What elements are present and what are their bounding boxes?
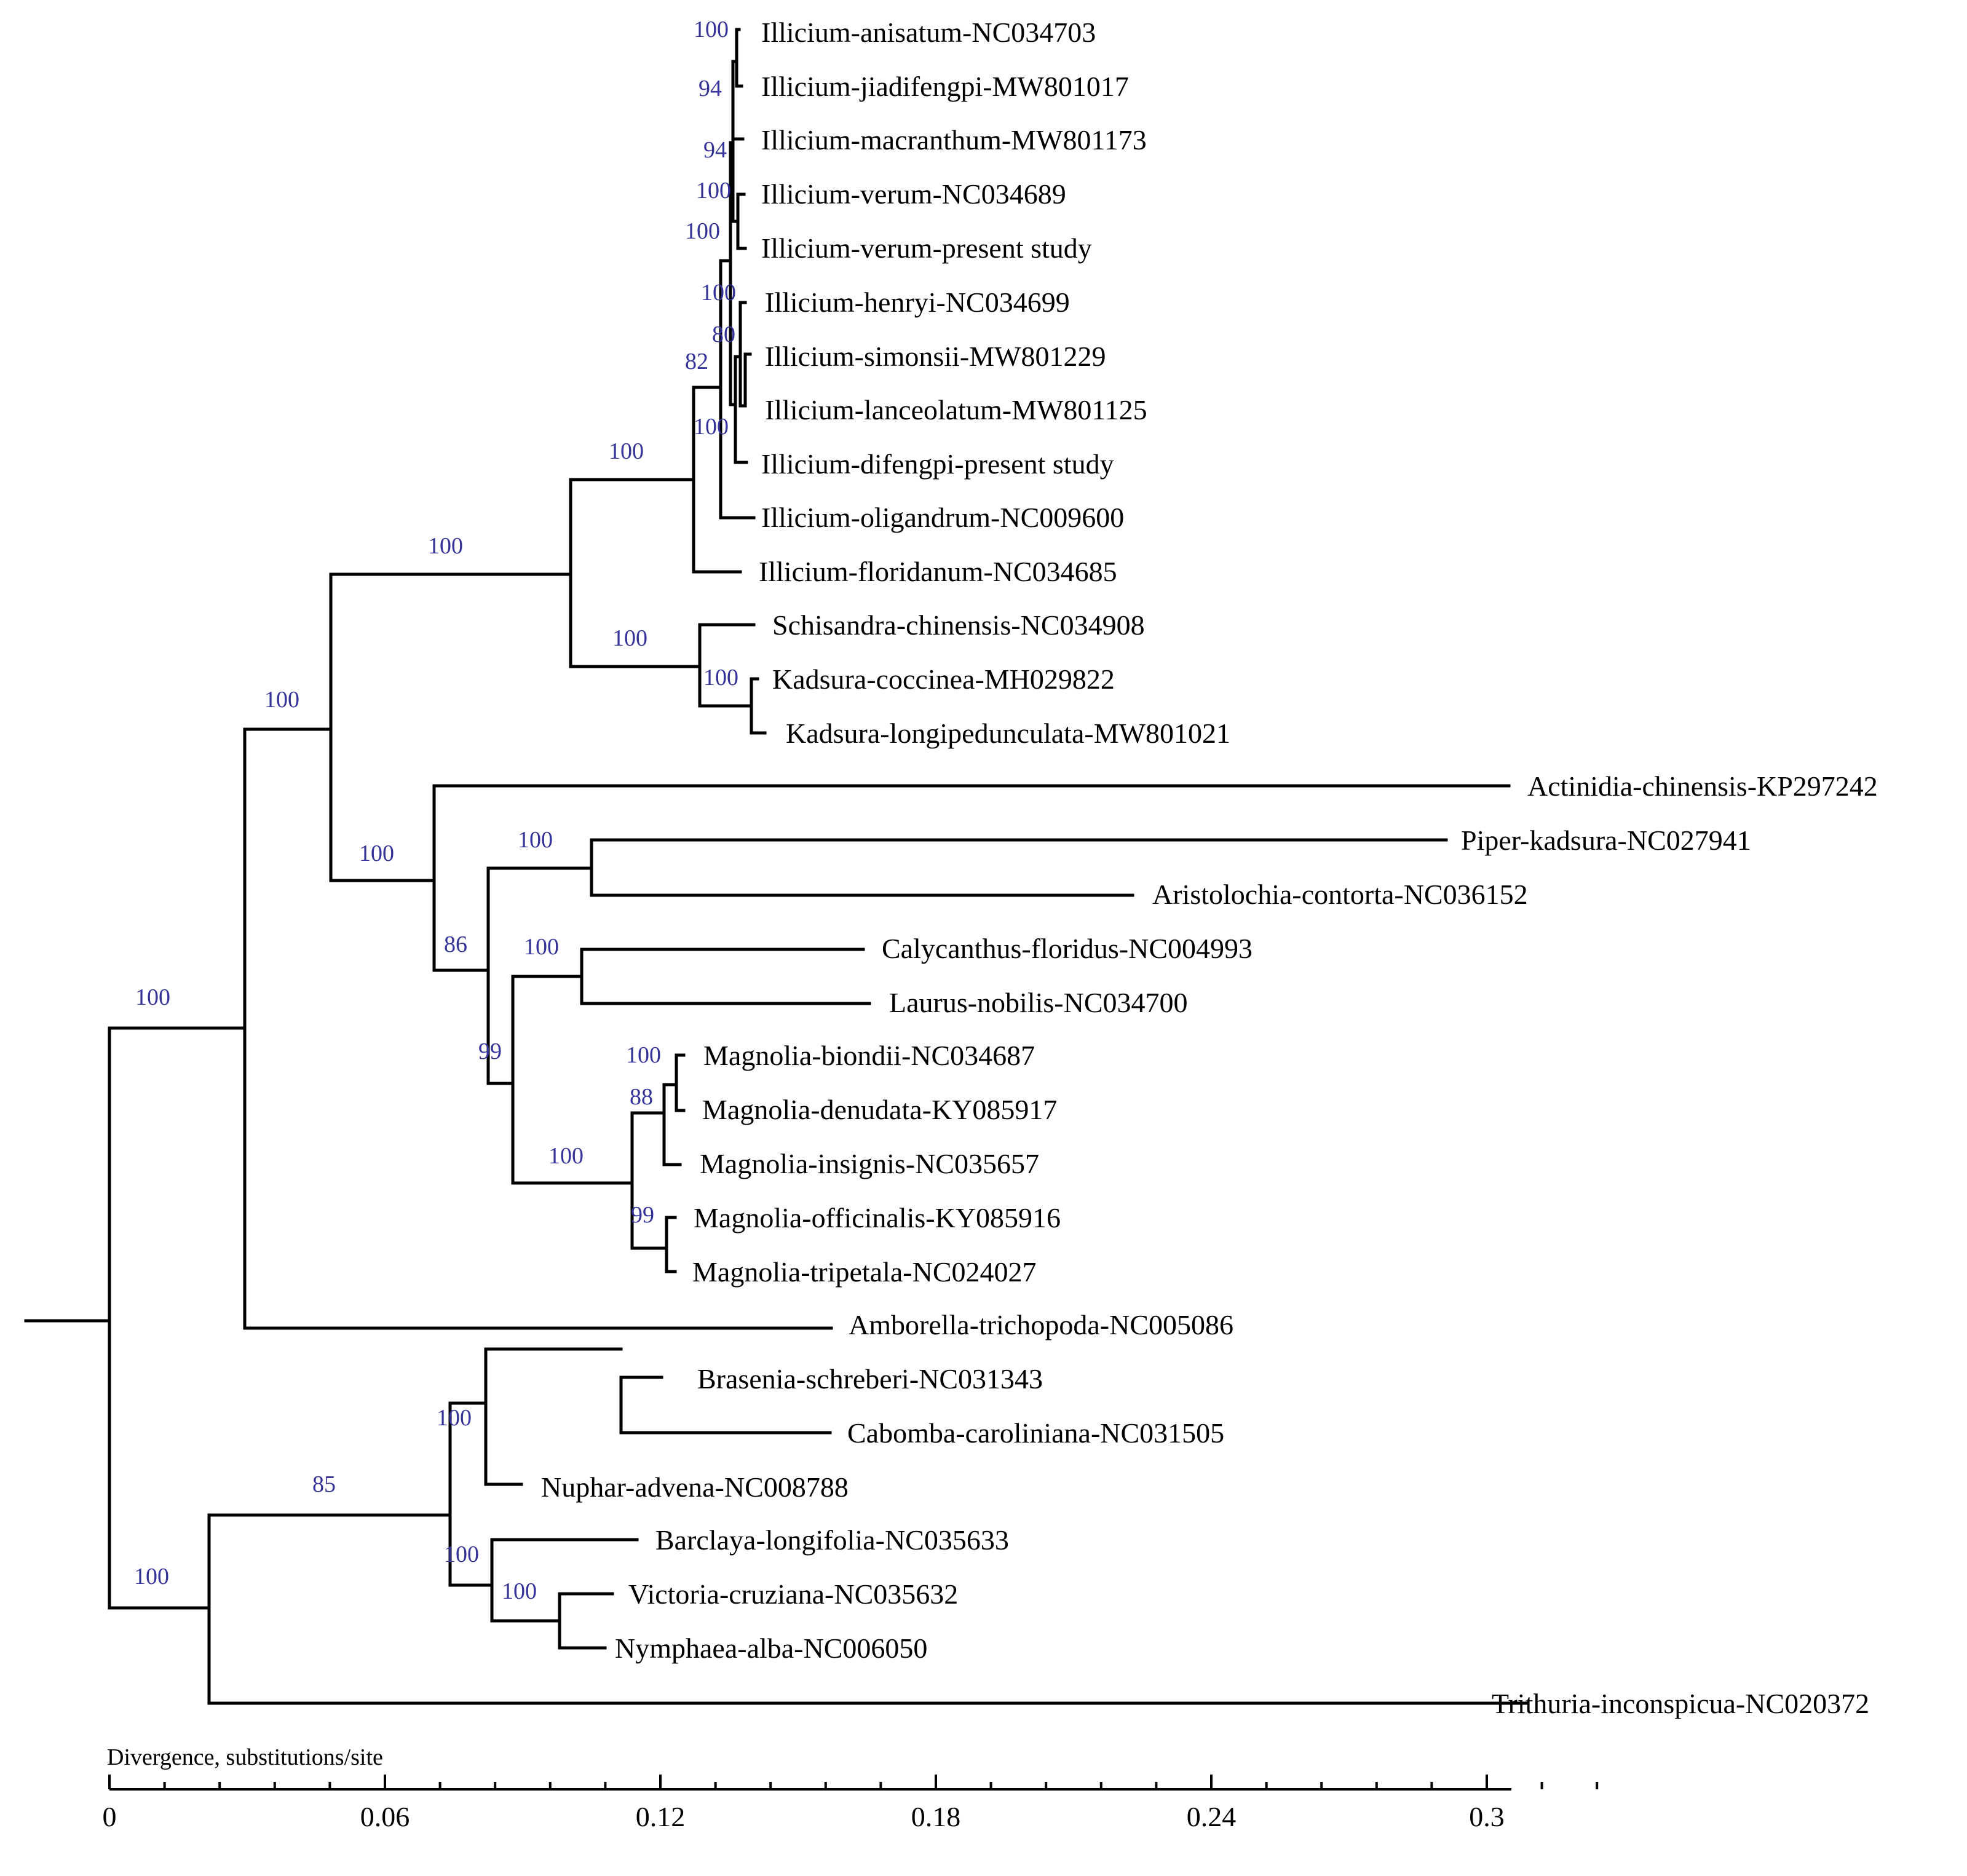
bootstrap-value: 94 — [703, 137, 727, 163]
tip-label: Schisandra-chinensis-NC034908 — [772, 609, 1145, 641]
bootstrap-value: 100 — [264, 687, 299, 713]
tip-label: Trithuria-inconspicua-NC020372 — [1492, 1688, 1869, 1719]
tip-label: Illicium-anisatum-NC034703 — [761, 17, 1096, 48]
bootstrap-value: 100 — [685, 218, 720, 244]
bootstrap-value: 100 — [518, 827, 553, 853]
axis-tick-label: 0.24 — [1187, 1801, 1237, 1832]
axis-title: Divergence, substitutions/site — [107, 1744, 383, 1770]
tip-label: Illicium-macranthum-MW801173 — [761, 124, 1147, 156]
bootstrap-value: 100 — [612, 625, 647, 651]
bootstrap-value: 80 — [712, 322, 735, 347]
tip-label: Kadsura-longipedunculata-MW801021 — [786, 718, 1230, 749]
bootstrap-value: 99 — [478, 1039, 502, 1064]
bootstrap-value: 100 — [444, 1542, 479, 1567]
tip-label: Illicium-verum-NC034689 — [761, 178, 1066, 210]
tip-label: Illicium-simonsii-MW801229 — [765, 341, 1106, 372]
axis-minor-ticks — [163, 1782, 1599, 1789]
bootstrap-value: 100 — [524, 934, 559, 960]
bootstrap-value: 88 — [630, 1084, 653, 1110]
tip-label: Laurus-nobilis-NC034700 — [889, 987, 1188, 1018]
tip-label: Amborella-trichopoda-NC005086 — [849, 1309, 1233, 1340]
divergence-axis: Divergence, substitutions/site 0 0.06 0.… — [103, 1744, 1599, 1832]
tip-label: Magnolia-officinalis-KY085916 — [694, 1202, 1061, 1233]
tip-label: Illicium-floridanum-NC034685 — [759, 556, 1117, 587]
tip-label: Magnolia-denudata-KY085917 — [702, 1094, 1057, 1125]
tip-label: Nuphar-advena-NC008788 — [541, 1471, 849, 1503]
bootstrap-value: 100 — [694, 17, 729, 42]
tip-label: Kadsura-coccinea-MH029822 — [772, 663, 1115, 695]
tip-label: Victoria-cruziana-NC035632 — [628, 1578, 958, 1610]
tip-label: Magnolia-biondii-NC034687 — [703, 1040, 1035, 1071]
tip-label: Illicium-difengpi-present study — [761, 448, 1114, 480]
bootstrap-value: 85 — [312, 1471, 336, 1497]
axis-tick-label: 0.18 — [911, 1801, 961, 1832]
bootstrap-value: 94 — [699, 76, 722, 101]
bootstrap-value: 100 — [696, 178, 731, 204]
tip-label: Nymphaea-alba-NC006050 — [615, 1633, 927, 1664]
tip-label: Magnolia-insignis-NC035657 — [700, 1148, 1039, 1179]
bootstrap-value: 100 — [694, 414, 729, 440]
tip-label: Magnolia-tripetala-NC024027 — [692, 1256, 1037, 1288]
axis-tick-label: 0.06 — [360, 1801, 410, 1832]
tip-label: Illicium-oligandrum-NC009600 — [761, 502, 1124, 533]
tip-label: Illicium-lanceolatum-MW801125 — [765, 394, 1147, 425]
tip-label: Piper-kadsura-NC027941 — [1461, 825, 1751, 856]
tip-labels: Illicium-anisatum-NC034703 Illicium-jiad… — [541, 17, 1878, 1719]
bootstrap-value: 100 — [437, 1405, 472, 1431]
bootstrap-value: 100 — [548, 1143, 584, 1169]
bootstrap-values: 100 94 94 100 100 100 80 100 82 100 100 … — [134, 17, 738, 1604]
tip-label: Cabomba-caroliniana-NC031505 — [847, 1417, 1224, 1449]
bootstrap-value: 99 — [631, 1202, 654, 1228]
tip-label: Illicium-henryi-NC034699 — [765, 287, 1070, 318]
axis-tick-label: 0.12 — [636, 1801, 686, 1832]
bootstrap-value: 86 — [444, 932, 467, 957]
tip-label: Barclaya-longifolia-NC035633 — [655, 1524, 1009, 1556]
bootstrap-value: 100 — [134, 1564, 169, 1589]
axis-tick-label: 0.3 — [1469, 1801, 1505, 1832]
tip-label: Actinidia-chinensis-KP297242 — [1527, 770, 1878, 802]
tip-label: Illicium-jiadifengpi-MW801017 — [761, 71, 1129, 102]
bootstrap-value: 82 — [685, 349, 708, 374]
bootstrap-value: 100 — [626, 1042, 661, 1068]
bootstrap-value: 100 — [609, 438, 644, 464]
tree-branches — [24, 28, 1528, 1705]
bootstrap-value: 100 — [428, 533, 463, 559]
tip-label: Aristolochia-contorta-NC036152 — [1152, 879, 1528, 910]
tip-label: Illicium-verum-present study — [761, 232, 1092, 264]
axis-tick-label: 0 — [103, 1801, 117, 1832]
bootstrap-value: 100 — [135, 984, 170, 1010]
bootstrap-value: 100 — [703, 665, 738, 691]
tip-label: Brasenia-schreberi-NC031343 — [697, 1363, 1043, 1395]
bootstrap-value: 100 — [502, 1578, 537, 1604]
tip-label: Calycanthus-floridus-NC004993 — [882, 933, 1253, 964]
bootstrap-value: 100 — [701, 280, 736, 306]
bootstrap-value: 100 — [359, 841, 394, 866]
